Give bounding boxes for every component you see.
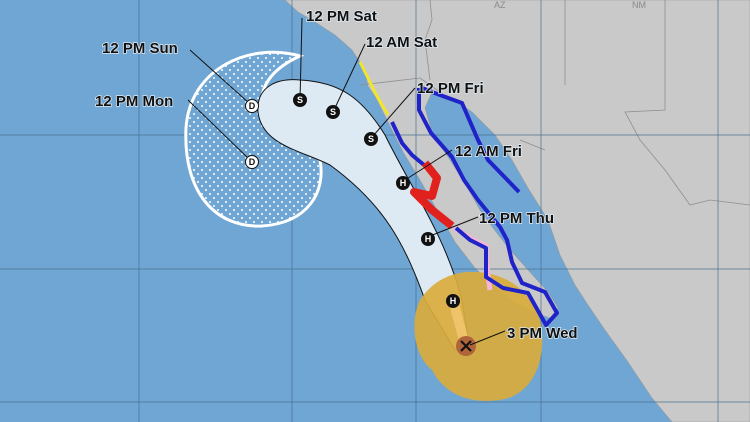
hurricane-h-icon: H	[425, 234, 432, 244]
marker-12pm-fri[interactable]: S	[364, 132, 378, 146]
state-label-nm: NM	[632, 0, 646, 10]
marker-12am-fri[interactable]: H	[396, 176, 410, 190]
tropical-storm-warning-lines	[390, 86, 559, 327]
depression-d-icon: D	[249, 157, 256, 167]
state-label-az: AZ	[494, 0, 506, 10]
leader-lines	[187, 17, 506, 346]
label-12am-fri: 12 AM Fri	[455, 143, 522, 160]
current-position-x-icon[interactable]	[460, 340, 472, 352]
marker-12pm-mon[interactable]: D	[245, 155, 259, 169]
label-12pm-mon: 12 PM Mon	[95, 93, 173, 110]
label-3pm-wed: 3 PM Wed	[507, 325, 578, 342]
marker-12pm-sat[interactable]: S	[293, 93, 307, 107]
storm-s-icon: S	[297, 95, 303, 105]
label-12pm-fri: 12 PM Fri	[417, 80, 484, 97]
hurricane-h-icon: H	[400, 178, 407, 188]
marker-3am-thu[interactable]: H	[446, 294, 460, 308]
depression-d-icon: D	[249, 101, 256, 111]
forecast-track-band	[448, 300, 470, 345]
label-12pm-sun: 12 PM Sun	[102, 40, 178, 57]
tropical-storm-wind-area	[414, 271, 543, 401]
land-mass	[284, 0, 750, 422]
hurricane-warning-line	[410, 160, 455, 230]
storm-s-icon: S	[330, 107, 336, 117]
hurricane-h-icon: H	[450, 296, 457, 306]
label-12am-sat: 12 AM Sat	[366, 34, 437, 51]
label-12pm-thu: 12 PM Thu	[479, 210, 554, 227]
marker-12pm-sun[interactable]: D	[245, 99, 259, 113]
label-12pm-sat: 12 PM Sat	[306, 8, 377, 25]
marker-12pm-thu[interactable]: H	[421, 232, 435, 246]
marker-12am-sat[interactable]: S	[326, 105, 340, 119]
tropical-storm-watch-line	[358, 61, 390, 116]
storm-s-icon: S	[368, 134, 374, 144]
